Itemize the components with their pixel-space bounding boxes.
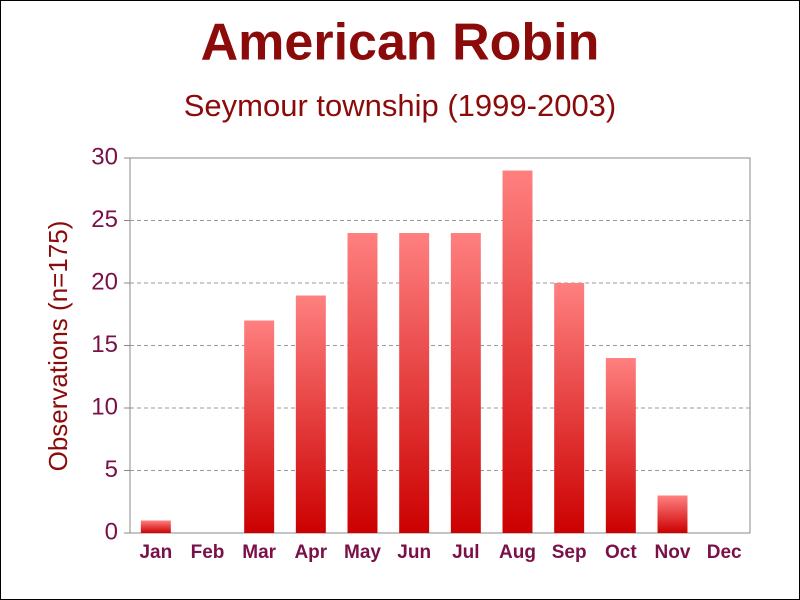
x-tick-label: Aug [499, 542, 536, 563]
bar [605, 358, 636, 533]
chart-title: American Robin [201, 14, 600, 72]
y-axis-label: Observations (n=175) [43, 221, 73, 472]
y-tick-label: 25 [91, 206, 118, 233]
bar [244, 320, 275, 533]
y-tick-label: 0 [105, 518, 118, 545]
y-tick-label: 5 [105, 456, 118, 483]
bar [502, 170, 533, 533]
y-tick-label: 15 [91, 331, 118, 358]
bar [140, 520, 171, 533]
bar [295, 295, 326, 533]
x-tick-label: Oct [605, 542, 637, 563]
bar [450, 233, 481, 533]
x-tick-label: May [344, 542, 381, 563]
chart-subtitle: Seymour township (1999-2003) [184, 88, 617, 123]
y-tick-label: 30 [91, 143, 118, 170]
y-tick-label: 10 [91, 393, 118, 420]
bar [347, 233, 378, 533]
x-tick-label: Sep [552, 542, 587, 563]
x-tick-label: Nov [655, 542, 691, 563]
x-tick-label: Dec [707, 542, 742, 563]
x-tick-label: Jun [397, 542, 431, 563]
x-tick-label: Jul [452, 542, 479, 563]
bar [554, 283, 585, 533]
x-tick-label: Feb [191, 542, 225, 563]
x-tick-label: Jan [139, 542, 172, 563]
y-tick-label: 20 [91, 268, 118, 295]
x-tick-label: Mar [242, 542, 276, 563]
bar [399, 233, 430, 533]
bar [657, 495, 688, 533]
x-tick-label: Apr [294, 542, 327, 563]
